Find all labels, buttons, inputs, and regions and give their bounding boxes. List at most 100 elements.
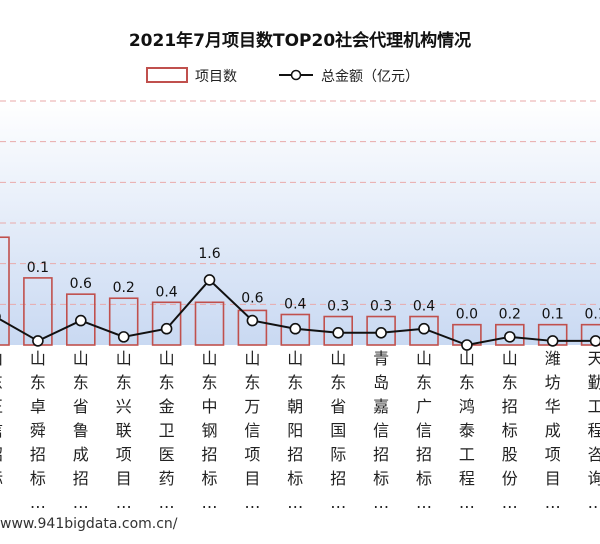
category-label-char: 目 xyxy=(244,469,260,488)
data-label: 0.3 xyxy=(370,299,392,315)
category-label-char: 程 xyxy=(459,469,475,488)
category-label-char: 标 xyxy=(287,469,303,488)
bar xyxy=(0,236,10,346)
bars xyxy=(0,236,600,346)
legend-bar-swatch xyxy=(146,67,188,83)
category-label-char: 阳 xyxy=(287,421,303,440)
category-label-char: 际 xyxy=(330,445,346,464)
data-labels: 70.10.60.20.41.60.60.40.30.30.40.00.20.1… xyxy=(27,246,600,323)
line-marker xyxy=(75,314,87,327)
category-label-char: 山 xyxy=(244,349,260,368)
bar xyxy=(237,309,268,346)
category-label-char: 工 xyxy=(459,445,475,464)
category-label-char: 山 xyxy=(330,349,346,368)
category-label-char: 程 xyxy=(588,421,600,440)
line-marker xyxy=(246,314,259,327)
line-marker xyxy=(461,339,473,351)
data-label: 0.6 xyxy=(70,276,92,292)
category-label-char: 招 xyxy=(0,445,3,464)
category-label-char: 医 xyxy=(159,445,175,464)
category-label-char: 中 xyxy=(201,397,217,416)
category-label-char: … xyxy=(502,493,518,512)
category-label-char: 东 xyxy=(416,373,432,392)
bar xyxy=(151,301,182,346)
category-label-char: 金 xyxy=(159,397,175,416)
category-label-char: 东 xyxy=(159,373,175,392)
category-label-char: … xyxy=(459,493,475,512)
category-label-char: … xyxy=(73,493,89,512)
chart-title: 2021年7月项目数TOP20社会代理机构情况 xyxy=(129,30,471,51)
category-label-char: 鸿 xyxy=(459,397,475,416)
category-label-char: 招 xyxy=(373,445,389,464)
data-label: 0.4 xyxy=(413,299,435,315)
category-label-char: 成 xyxy=(545,421,561,440)
category-label-char: 药 xyxy=(159,469,175,488)
category-label-char: 标 xyxy=(0,469,3,488)
data-label: 0.4 xyxy=(155,284,177,300)
category-label-char: 目 xyxy=(116,469,132,488)
category-label-char: 卓 xyxy=(30,397,46,416)
category-label-char: 成 xyxy=(73,445,89,464)
category-label-char: … xyxy=(588,493,600,512)
category-label-char: 广 xyxy=(416,397,432,416)
line-marker xyxy=(546,335,559,347)
data-label: 0.0 xyxy=(456,307,478,323)
category-label-char: … xyxy=(159,493,175,512)
category-label-char: 标 xyxy=(416,469,432,488)
footer-url[interactable]: www.941bigdata.com.cn/ xyxy=(0,516,178,532)
category-label-char: 万 xyxy=(244,397,260,416)
category-label-char: … xyxy=(330,493,346,512)
category-label-char: 山 xyxy=(287,349,303,368)
category-label-char: 标 xyxy=(502,421,518,440)
category-label-char: 朝 xyxy=(287,397,303,416)
category-label-char: 天 xyxy=(588,349,600,368)
category-label-char: … xyxy=(244,493,260,512)
category-label-char: … xyxy=(416,493,432,512)
category-label-char: 标 xyxy=(373,469,389,488)
category-label-char: 山 xyxy=(116,349,132,368)
legend-line-label: 总金额（亿元） xyxy=(321,69,419,85)
line-marker xyxy=(117,331,130,343)
category-label-char: 山 xyxy=(73,349,89,368)
line-marker xyxy=(589,335,600,347)
category-label-char: 山 xyxy=(201,349,217,368)
category-label-char: 项 xyxy=(116,445,132,464)
category-label-char: 潍 xyxy=(545,349,561,368)
category-label-char: 信 xyxy=(244,421,260,440)
category-label-char: … xyxy=(30,493,46,512)
category-label-char: … xyxy=(116,493,132,512)
category-label-char: 东 xyxy=(201,373,217,392)
category-label-char: 标 xyxy=(30,469,46,488)
category-label-char: 华 xyxy=(545,397,561,416)
category-label-char: 东 xyxy=(287,373,303,392)
category-label-char: 股 xyxy=(502,445,518,464)
category-label-char: 招 xyxy=(416,445,432,464)
category-label-char: 招 xyxy=(30,445,46,464)
line-marker xyxy=(289,322,302,335)
category-label-char: 山 xyxy=(416,349,432,368)
category-label-char: 东 xyxy=(73,373,89,392)
category-label-char: 信 xyxy=(416,421,432,440)
bar xyxy=(108,297,139,346)
category-label-char: 舜 xyxy=(30,421,46,440)
category-label-char: 正 xyxy=(0,397,3,416)
category-label-char: 泰 xyxy=(459,421,475,440)
data-label: 0.1 xyxy=(584,307,600,323)
data-label: 0.2 xyxy=(113,280,135,296)
line-marker xyxy=(418,322,430,335)
category-label-char: 省 xyxy=(330,397,346,416)
category-label-char: … xyxy=(202,493,218,512)
category-label-char: 询 xyxy=(588,469,600,488)
category-label-char: 招 xyxy=(73,469,89,488)
category-labels: 山东正信招标山东卓舜招标…山东省鲁成招…山东兴联项目…山东金卫医药…山东中钢招标… xyxy=(0,349,600,512)
category-label-char: 信 xyxy=(373,421,389,440)
category-label-char: 东 xyxy=(30,373,46,392)
data-label: 1.6 xyxy=(198,246,220,262)
line-marker xyxy=(32,335,44,347)
category-label-char: 东 xyxy=(459,373,475,392)
line-marker xyxy=(203,274,216,286)
category-label-char: 信 xyxy=(0,421,3,440)
category-label-char: 山 xyxy=(159,349,175,368)
category-label-char: 坊 xyxy=(545,373,561,392)
